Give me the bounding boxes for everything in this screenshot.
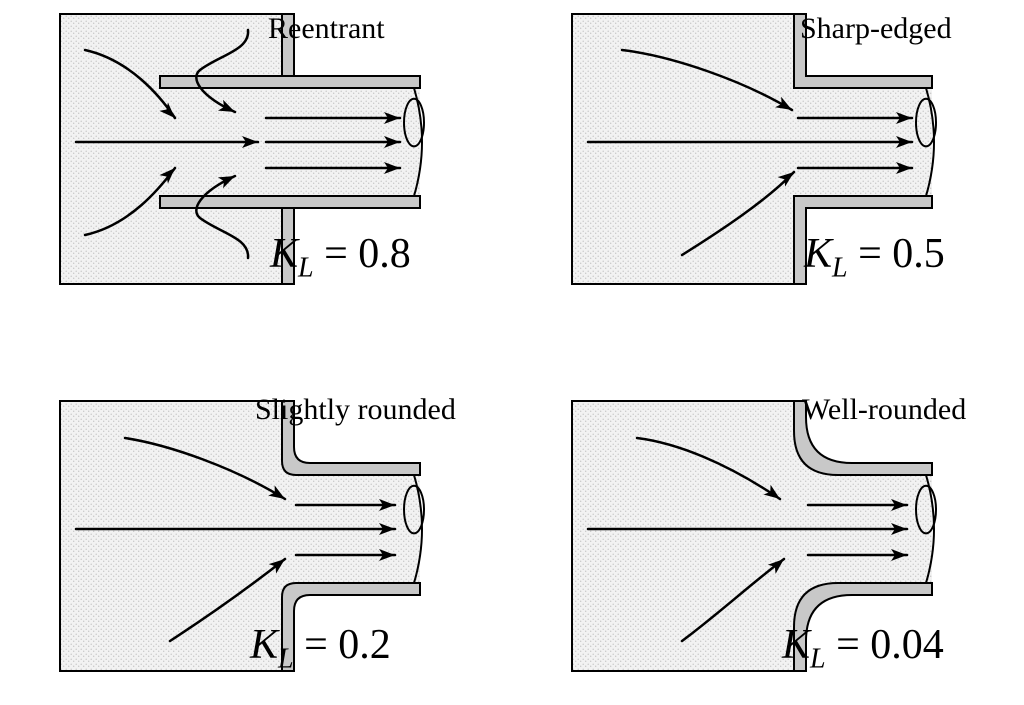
panel-slightly-rounded: Slightly rounded KL = 0.2 bbox=[0, 353, 512, 705]
kl-symbol: K bbox=[250, 622, 278, 668]
loss-coefficient: KL = 0.2 bbox=[250, 621, 391, 675]
panel-well-rounded: Well-rounded KL = 0.04 bbox=[512, 353, 1024, 705]
panel-title: Reentrant bbox=[268, 12, 385, 46]
panel-reentrant: Reentrant KL = 0.8 bbox=[0, 0, 512, 353]
kl-value: 0.5 bbox=[892, 231, 945, 277]
kl-equals: = bbox=[294, 622, 339, 668]
kl-equals: = bbox=[848, 231, 893, 277]
panel-title: Slightly rounded bbox=[255, 393, 456, 427]
kl-value: 0.8 bbox=[358, 231, 411, 277]
kl-symbol: K bbox=[270, 231, 298, 277]
kl-symbol: K bbox=[804, 231, 832, 277]
loss-coefficient: KL = 0.8 bbox=[270, 230, 411, 284]
kl-value: 0.2 bbox=[338, 622, 391, 668]
entrance-loss-figure: ReentrantKL = 0.8 Sharp-edgedKL = 0.5 Sl… bbox=[0, 0, 1024, 705]
kl-subscript: L bbox=[278, 643, 294, 674]
kl-symbol: K bbox=[782, 622, 810, 668]
kl-equals: = bbox=[314, 231, 359, 277]
kl-equals: = bbox=[826, 622, 871, 668]
panel-sharp-edged: Sharp-edged KL = 0.5 bbox=[512, 0, 1024, 353]
panel-title: Sharp-edged bbox=[800, 12, 952, 46]
loss-coefficient: KL = 0.04 bbox=[782, 621, 944, 675]
panel-title: Well-rounded bbox=[802, 393, 966, 427]
kl-subscript: L bbox=[810, 643, 826, 674]
loss-coefficient: KL = 0.5 bbox=[804, 230, 945, 284]
kl-subscript: L bbox=[298, 252, 314, 283]
kl-subscript: L bbox=[832, 252, 848, 283]
kl-value: 0.04 bbox=[870, 622, 944, 668]
